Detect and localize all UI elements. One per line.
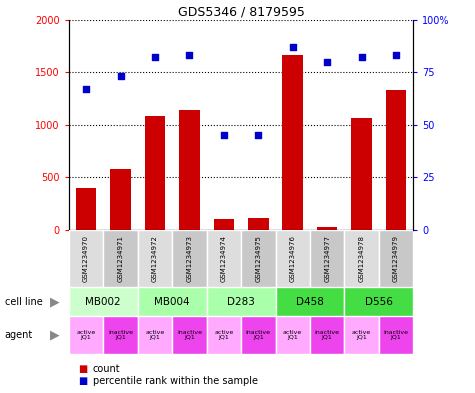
Bar (104, 230, 138, 287)
Text: GSM1234977: GSM1234977 (324, 235, 330, 282)
Bar (310, 316, 344, 354)
Text: cell line: cell line (5, 297, 42, 307)
Text: inactive
JQ1: inactive JQ1 (177, 330, 202, 340)
Text: inactive
JQ1: inactive JQ1 (246, 330, 271, 340)
Bar (179, 110, 199, 230)
Point (392, 52, 400, 59)
Text: GSM1234975: GSM1234975 (255, 235, 261, 282)
Bar (76, 188, 96, 230)
Text: inactive
JQ1: inactive JQ1 (108, 330, 133, 340)
Text: GSM1234978: GSM1234978 (359, 235, 365, 282)
Bar (386, 90, 406, 230)
Bar (104, 316, 138, 354)
Bar (276, 316, 310, 354)
Point (82, 86, 90, 92)
Bar (172, 316, 207, 354)
Text: active
JQ1: active JQ1 (352, 330, 371, 340)
Text: percentile rank within the sample: percentile rank within the sample (93, 376, 257, 386)
Bar (241, 316, 276, 354)
Text: D458: D458 (296, 297, 324, 307)
Text: MB004: MB004 (154, 297, 190, 307)
Text: GSM1234974: GSM1234974 (221, 235, 227, 282)
Bar (310, 230, 344, 287)
Bar (344, 316, 379, 354)
Text: ▶: ▶ (50, 329, 59, 342)
Point (358, 54, 365, 61)
Text: D283: D283 (227, 297, 255, 307)
Text: active
JQ1: active JQ1 (214, 330, 234, 340)
Bar (282, 55, 303, 230)
Point (186, 52, 193, 59)
Bar (248, 219, 269, 230)
Bar (344, 287, 413, 316)
Bar (276, 287, 344, 316)
Text: count: count (93, 364, 120, 374)
Text: active
JQ1: active JQ1 (76, 330, 96, 340)
Point (151, 54, 159, 61)
Bar (276, 230, 310, 287)
Point (289, 44, 296, 50)
Bar (207, 316, 241, 354)
Text: GSM1234970: GSM1234970 (83, 235, 89, 282)
Point (117, 73, 124, 79)
Text: inactive
JQ1: inactive JQ1 (383, 330, 408, 340)
Text: GSM1234979: GSM1234979 (393, 235, 399, 282)
Bar (241, 230, 276, 287)
Bar (213, 219, 234, 230)
Bar (110, 169, 131, 230)
Bar (144, 116, 165, 230)
Text: GSM1234976: GSM1234976 (290, 235, 296, 282)
Text: GSM1234971: GSM1234971 (117, 235, 124, 282)
Text: active
JQ1: active JQ1 (145, 330, 165, 340)
Text: MB002: MB002 (86, 297, 121, 307)
Title: GDS5346 / 8179595: GDS5346 / 8179595 (178, 6, 304, 18)
Text: inactive
JQ1: inactive JQ1 (314, 330, 340, 340)
Bar (172, 230, 207, 287)
Bar (351, 118, 372, 230)
Bar (138, 230, 172, 287)
Bar (69, 287, 138, 316)
Text: ■: ■ (78, 364, 87, 374)
Bar (69, 230, 104, 287)
Point (255, 132, 262, 138)
Text: agent: agent (5, 330, 33, 340)
Bar (207, 287, 276, 316)
Text: GSM1234972: GSM1234972 (152, 235, 158, 282)
Bar (138, 287, 207, 316)
Text: active
JQ1: active JQ1 (283, 330, 303, 340)
Bar (379, 316, 413, 354)
Bar (344, 230, 379, 287)
Bar (207, 230, 241, 287)
Text: D556: D556 (365, 297, 393, 307)
Text: ▶: ▶ (50, 295, 59, 309)
Point (323, 59, 331, 65)
Text: GSM1234973: GSM1234973 (186, 235, 192, 282)
Text: ■: ■ (78, 376, 87, 386)
Bar (138, 316, 172, 354)
Point (220, 132, 228, 138)
Bar (379, 230, 413, 287)
Bar (317, 227, 337, 230)
Bar (69, 316, 104, 354)
